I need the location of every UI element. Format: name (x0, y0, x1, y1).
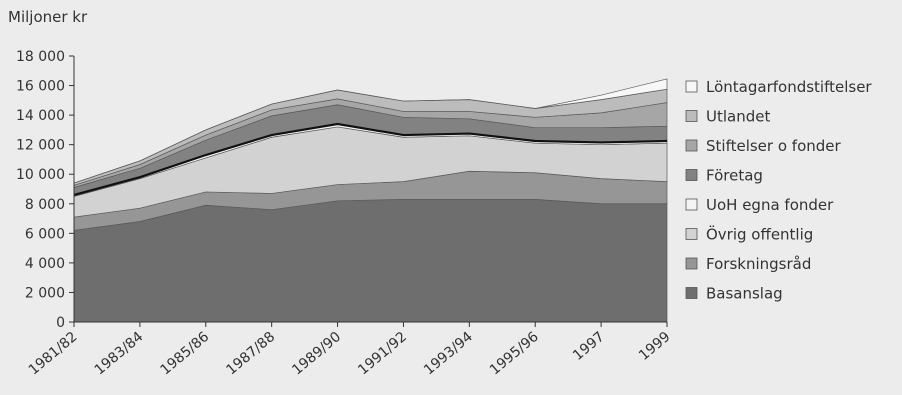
legend-label-ovrig-offentlig: Övrig offentlig (706, 225, 813, 244)
legend-label-stiftelser-o-fonder: Stiftelser o fonder (706, 137, 842, 155)
y-tick-label: 12 000 (16, 138, 65, 154)
legend-label-foretag: Företag (706, 167, 763, 185)
legend-label-utlandet: Utlandet (706, 108, 770, 126)
x-tick-label: 1993/94 (421, 329, 476, 379)
y-tick-label: 8 000 (25, 197, 65, 213)
legend-label-basanslag: Basanslag (706, 285, 783, 303)
x-tick-label: 1997 (570, 329, 608, 364)
legend-swatch-forskningsrad (685, 257, 698, 270)
x-tick-label: 1983/84 (92, 329, 147, 379)
y-tick-label: 4 000 (25, 256, 65, 272)
legend-label-uoh-egna-fonder: UoH egna fonder (706, 196, 834, 214)
y-tick-label: 18 000 (16, 49, 65, 65)
y-axis-label: Miljoner kr (8, 8, 88, 26)
legend-label-forskningsrad: Forskningsråd (706, 255, 811, 273)
legend-swatch-basanslag (685, 287, 698, 299)
legend-swatch-utlandet (685, 110, 698, 122)
legend-swatch-stiftelser-o-fonder (685, 139, 698, 152)
area-lontagarfondstiftelser (73, 78, 668, 184)
area-basanslag (73, 198, 668, 323)
y-tick-label: 16 000 (16, 79, 65, 95)
x-tick-label: 1989/90 (289, 329, 344, 379)
legend-swatch-ovrig-offentlig (685, 228, 698, 240)
x-tick-label: 1981/82 (26, 329, 81, 379)
y-tick-label: 10 000 (16, 167, 65, 183)
x-tick-label: 1985/86 (158, 329, 213, 379)
x-tick-label: 1991/92 (355, 329, 410, 379)
legend-label-lontagarfondstiftelser: Löntagarfondstiftelser (706, 78, 872, 96)
x-tick-label: 1987/88 (223, 329, 278, 379)
boundary-line (73, 122, 668, 196)
x-tick-label: 1999 (636, 329, 674, 364)
y-tick-label: 6 000 (25, 226, 65, 242)
y-tick-label: 2 000 (25, 285, 65, 301)
legend-swatch-foretag (685, 169, 698, 181)
legend-swatch-uoh-egna-fonder (685, 198, 698, 211)
y-tick-label: 0 (56, 315, 65, 331)
legend: Löntagarfondstiftelser Utlandet Stiftelser… (685, 78, 872, 303)
area-series-group (73, 78, 668, 323)
y-tick-label: 14 000 (16, 108, 65, 124)
legend-swatch-lontagarfondstiftelser (685, 80, 698, 93)
x-tick-label: 1995/96 (487, 329, 542, 379)
